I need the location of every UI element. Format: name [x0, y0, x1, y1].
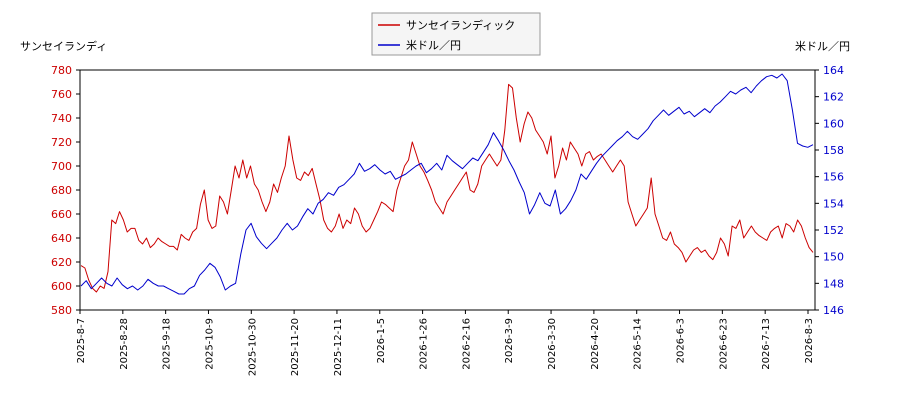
- right-axis-label: 米ドル／円: [795, 40, 850, 53]
- right-tick-label: 156: [823, 171, 844, 184]
- left-tick-label: 620: [51, 256, 72, 269]
- left-tick-label: 720: [51, 136, 72, 149]
- left-tick-label: 760: [51, 88, 72, 101]
- x-tick-label: 2026-7-13: [761, 318, 772, 370]
- series-layer: [80, 73, 814, 295]
- series-line-sanseilandic: [80, 83, 814, 293]
- left-tick-label: 640: [51, 232, 72, 245]
- right-tick-label: 154: [823, 197, 844, 210]
- x-tick-label: 2026-6-23: [718, 318, 729, 370]
- x-tick-label: 2025-10-30: [247, 318, 258, 376]
- left-tick-label: 580: [51, 304, 72, 317]
- x-tick-label: 2026-3-30: [547, 318, 558, 370]
- x-tick-label: 2025-8-28: [119, 318, 130, 370]
- left-tick-label: 780: [51, 64, 72, 77]
- right-tick-label: 152: [823, 224, 844, 237]
- x-tick-label: 2025-12-11: [333, 318, 344, 376]
- right-tick-label: 150: [823, 251, 844, 264]
- right-axis: 146 148 150 152 154 156 158 160 162 164: [815, 64, 844, 317]
- left-tick-label: 660: [51, 208, 72, 221]
- x-tick-label: 2026-2-16: [461, 318, 472, 370]
- right-tick-label: 164: [823, 64, 844, 77]
- legend: サンセイランディック 米ドル／円: [371, 12, 541, 56]
- legend-label-usdjpy: 米ドル／円: [406, 39, 461, 52]
- x-tick-label: 2026-6-3: [676, 318, 687, 363]
- left-tick-label: 680: [51, 184, 72, 197]
- series-line-usdjpy: [80, 73, 814, 295]
- legend-box: [371, 12, 541, 56]
- x-tick-label: 2025-8-7: [76, 318, 87, 363]
- right-tick-label: 162: [823, 91, 844, 104]
- x-tick-label: 2026-8-3: [804, 318, 815, 363]
- x-tick-label: 2026-1-5: [376, 318, 387, 363]
- right-tick-label: 148: [823, 277, 844, 290]
- right-tick-label: 158: [823, 144, 844, 157]
- x-tick-label: 2025-9-18: [162, 318, 173, 370]
- right-tick-label: 146: [823, 304, 844, 317]
- legend-label-sanseilandic: サンセイランディック: [406, 18, 515, 32]
- right-tick-label: 160: [823, 117, 844, 130]
- x-tick-label: 2025-10-9: [204, 318, 215, 370]
- x-axis: 2025-8-7 2025-8-28 2025-9-18 2025-10-9 2025-…: [76, 310, 815, 376]
- left-axis-label: サンセイランディ: [20, 39, 107, 53]
- plot-area: [79, 69, 816, 311]
- left-axis: 580 600 620 640 660 680 700 720 740 760 780: [51, 64, 80, 317]
- x-tick-label: 2026-5-14: [633, 318, 644, 370]
- left-tick-label: 700: [51, 160, 72, 173]
- x-tick-label: 2026-1-26: [419, 318, 430, 370]
- x-tick-label: 2025-11-20: [290, 318, 301, 376]
- left-tick-label: 600: [51, 280, 72, 293]
- left-tick-label: 740: [51, 112, 72, 125]
- x-tick-label: 2026-3-9: [504, 318, 515, 363]
- x-tick-label: 2026-4-20: [590, 318, 601, 370]
